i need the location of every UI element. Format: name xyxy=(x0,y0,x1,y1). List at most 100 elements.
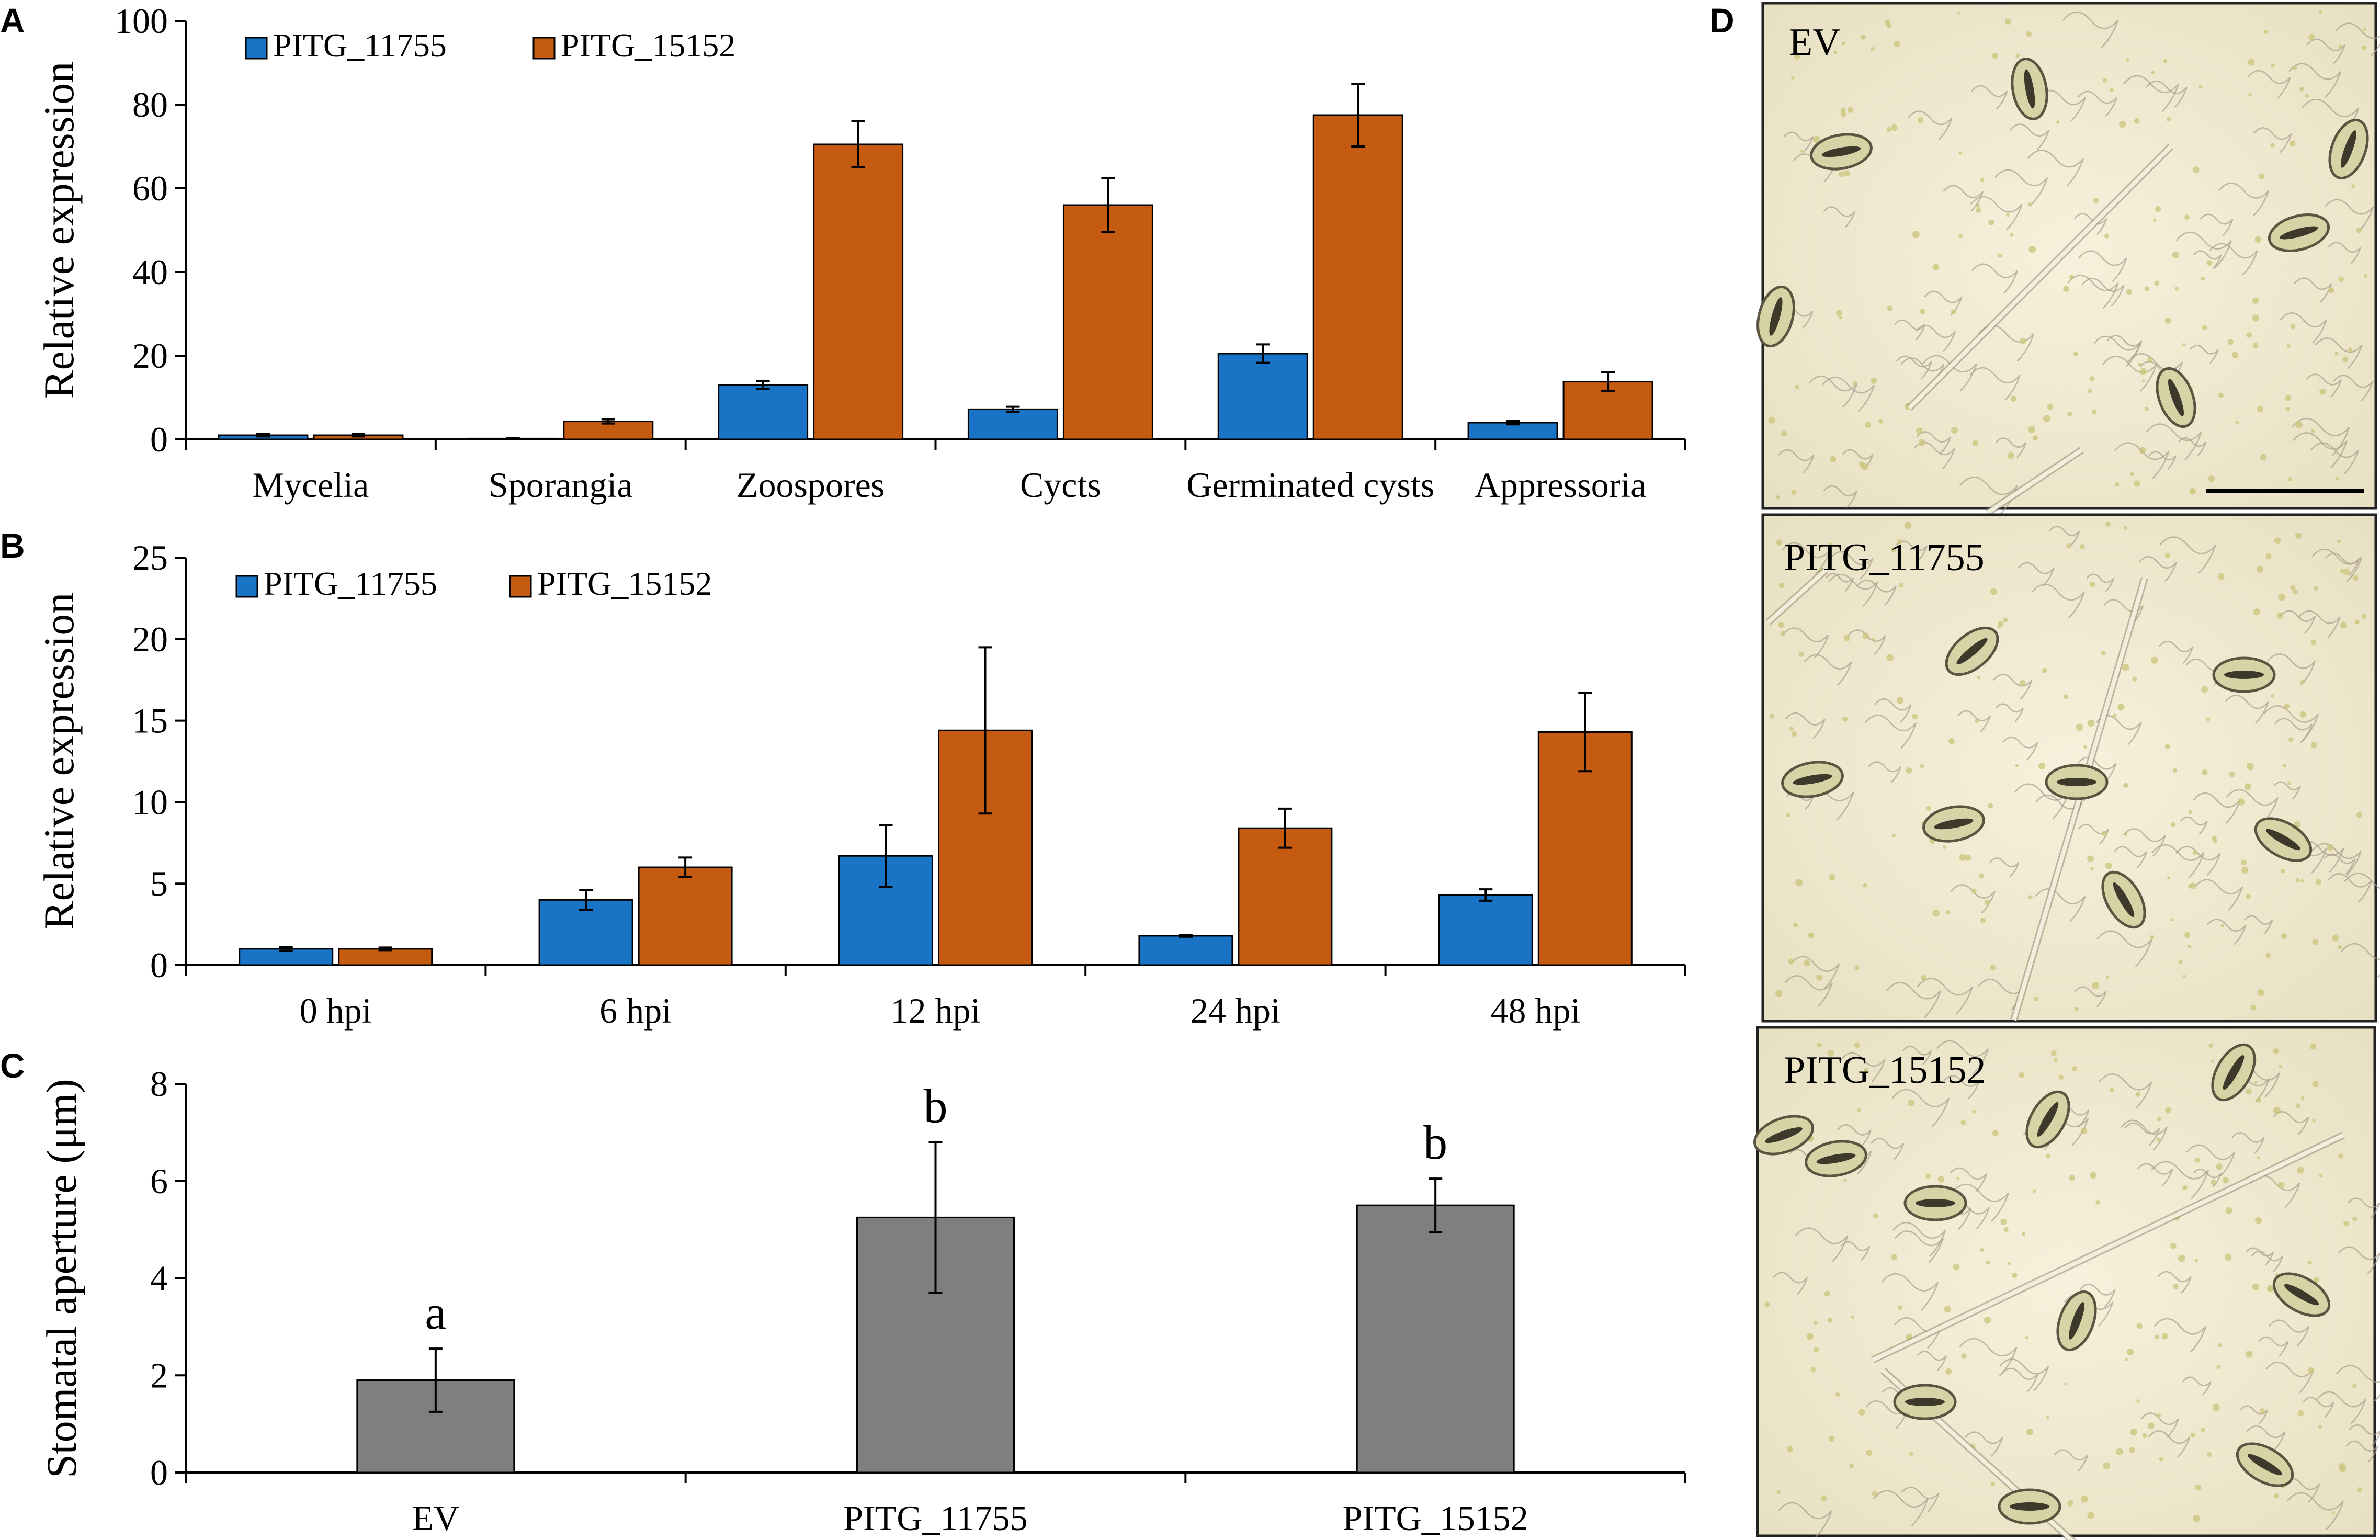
chloroplast xyxy=(2244,783,2251,790)
y-tick-label: 20 xyxy=(132,619,168,659)
chloroplast xyxy=(2190,882,2196,889)
cell-wall xyxy=(2328,242,2362,264)
chloroplast xyxy=(2237,798,2245,806)
chloroplast xyxy=(2241,859,2247,866)
cell-wall xyxy=(1784,131,1814,152)
chloroplast xyxy=(2312,1081,2319,1088)
cell-wall xyxy=(2027,150,2084,187)
chloroplast xyxy=(2178,959,2183,964)
chloroplast xyxy=(1926,806,1932,811)
chloroplast xyxy=(1891,1254,1898,1261)
cell-wall xyxy=(2226,789,2279,824)
micrograph-label-pitg-15152: PITG_15152 xyxy=(1784,1049,1986,1092)
chloroplast xyxy=(2159,1456,2164,1462)
cell-wall xyxy=(2244,915,2273,935)
chloroplast xyxy=(1768,416,1775,424)
y-axis-label: Relative expression xyxy=(35,62,83,399)
chloroplast xyxy=(2310,742,2317,748)
chloroplast xyxy=(1872,1491,1877,1497)
cell-wall xyxy=(2327,873,2373,903)
chloroplast xyxy=(2279,1065,2283,1069)
chloroplast xyxy=(2166,117,2171,122)
chloroplast xyxy=(2123,783,2128,788)
cell-wall xyxy=(2253,127,2292,153)
chloroplast xyxy=(2164,744,2170,750)
cell-wall xyxy=(2062,11,2119,48)
chloroplast xyxy=(1953,1263,1960,1271)
chloroplast xyxy=(2081,1496,2088,1503)
x-tick-label: Mycelia xyxy=(253,465,369,505)
chloroplast xyxy=(1865,422,1871,428)
cell-wall xyxy=(1917,978,1974,1015)
chloroplast xyxy=(2144,286,2150,291)
chloroplast xyxy=(2088,389,2092,393)
chloroplast xyxy=(2263,29,2268,34)
chloroplast xyxy=(2202,769,2208,776)
stomatal-pore xyxy=(1769,297,1783,336)
chloroplast xyxy=(2259,173,2265,180)
cell-wall xyxy=(2298,610,2341,638)
chloroplast xyxy=(1833,51,1837,54)
cell-wall xyxy=(1823,485,1857,508)
cell-wall xyxy=(2138,556,2177,582)
cell-wall xyxy=(2268,1319,2310,1347)
chloroplast xyxy=(1959,854,1966,861)
chloroplast xyxy=(1920,309,1925,314)
y-tick-label: 100 xyxy=(115,1,168,41)
chloroplast xyxy=(2076,723,2083,731)
cell-wall xyxy=(2049,526,2080,547)
chloroplast xyxy=(1764,1301,1770,1307)
chloroplast xyxy=(1813,1320,1818,1325)
chloroplast xyxy=(2248,93,2252,97)
stomatal-pore xyxy=(2068,1302,2085,1340)
cell-wall xyxy=(2247,70,2291,99)
cell-wall xyxy=(1951,1184,2010,1222)
chloroplast xyxy=(2273,1048,2279,1054)
chloroplast xyxy=(2257,1156,2260,1159)
chloroplast xyxy=(1817,1043,1822,1048)
cell-wall xyxy=(2273,781,2301,800)
cell-wall xyxy=(2267,653,2316,686)
chloroplast xyxy=(2274,1493,2279,1499)
chloroplast xyxy=(1976,207,1981,213)
chloroplast xyxy=(1829,874,1836,881)
chloroplast xyxy=(1878,418,1883,424)
chloroplast xyxy=(2276,613,2283,619)
chloroplast xyxy=(2363,27,2367,31)
chloroplast xyxy=(1925,1173,1931,1179)
chloroplast xyxy=(1851,1315,1854,1319)
cell-wall xyxy=(2186,1144,2236,1177)
x-tick-label: 48 hpi xyxy=(1490,991,1580,1031)
stoma xyxy=(1893,1384,1957,1420)
chloroplast xyxy=(2295,421,2303,429)
chloroplast xyxy=(1976,204,1980,208)
chloroplast xyxy=(2312,1119,2316,1123)
y-tick-label: 6 xyxy=(150,1161,168,1201)
chloroplast xyxy=(2352,1216,2358,1222)
cell-wall xyxy=(1868,761,1901,784)
chloroplast xyxy=(1891,547,1896,552)
stomatal-pore xyxy=(2024,69,2035,109)
chloroplast xyxy=(2004,18,2011,25)
chloroplast xyxy=(2338,945,2342,949)
cell-wall xyxy=(2009,123,2050,150)
chloroplast xyxy=(2246,763,2254,771)
chloroplast xyxy=(2003,617,2008,622)
chloroplast xyxy=(1873,1213,1878,1219)
stomatal-pore xyxy=(2010,1502,2049,1511)
chloroplast xyxy=(2283,764,2286,768)
cell-wall xyxy=(2114,442,2170,479)
chloroplast xyxy=(2054,1058,2058,1062)
chloroplast xyxy=(2211,1059,2214,1063)
chloroplast xyxy=(2093,198,2099,203)
cell-wall xyxy=(1900,1486,1940,1512)
chloroplast xyxy=(2260,454,2267,461)
chloroplast xyxy=(2210,1179,2217,1185)
chloroplast xyxy=(2246,1088,2252,1094)
cell-wall xyxy=(2137,1163,2173,1187)
chloroplast xyxy=(2340,569,2344,573)
bar-pitg-11755-48-hpi xyxy=(1438,894,1533,966)
x-tick-label: Germinated cysts xyxy=(1186,465,1434,505)
chloroplast xyxy=(2216,1163,2223,1170)
panel-letter-d: D xyxy=(1709,1,1735,40)
